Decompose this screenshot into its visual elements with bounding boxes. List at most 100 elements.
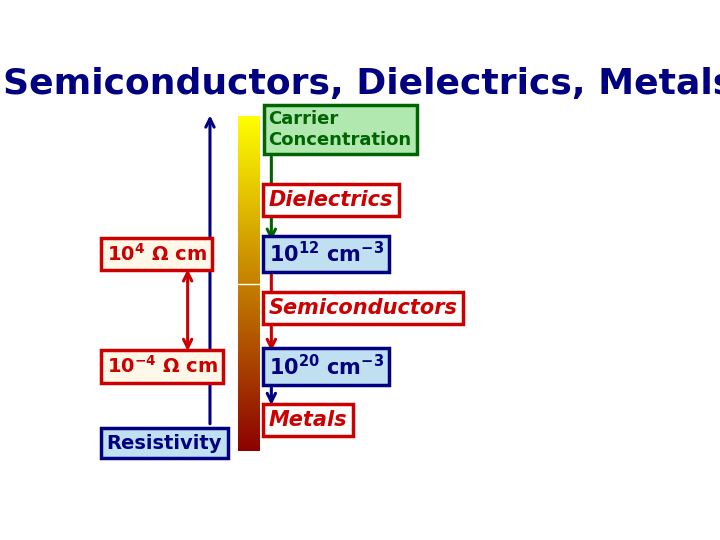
- Bar: [238, 130, 260, 131]
- Bar: [238, 142, 260, 144]
- Bar: [238, 195, 260, 197]
- Bar: [238, 282, 260, 284]
- Bar: [238, 225, 260, 226]
- Bar: [238, 262, 260, 264]
- Bar: [238, 166, 260, 168]
- Bar: [238, 321, 260, 322]
- Bar: [238, 374, 260, 376]
- Bar: [238, 344, 260, 346]
- Bar: [238, 308, 260, 310]
- Bar: [238, 277, 260, 279]
- Bar: [238, 446, 260, 447]
- Bar: [238, 255, 260, 256]
- Bar: [238, 249, 260, 251]
- Bar: [238, 397, 260, 399]
- Bar: [238, 258, 260, 260]
- Text: Semiconductors, Dielectrics, Metals: Semiconductors, Dielectrics, Metals: [4, 66, 720, 100]
- Bar: [238, 192, 260, 194]
- Bar: [238, 412, 260, 414]
- Bar: [238, 350, 260, 352]
- Text: $\mathbf{10^{-4}}$ $\mathbf{\Omega}$ $\mathbf{cm}$: $\mathbf{10^{-4}}$ $\mathbf{\Omega}$ $\m…: [107, 355, 218, 377]
- Bar: [238, 447, 260, 448]
- Bar: [238, 226, 260, 227]
- Bar: [238, 414, 260, 416]
- Bar: [238, 316, 260, 318]
- Bar: [238, 202, 260, 204]
- Bar: [238, 251, 260, 253]
- Bar: [238, 222, 260, 224]
- Bar: [238, 208, 260, 210]
- Bar: [238, 373, 260, 375]
- Bar: [238, 156, 260, 157]
- Bar: [238, 241, 260, 243]
- Bar: [238, 315, 260, 316]
- Bar: [238, 207, 260, 208]
- Bar: [238, 366, 260, 368]
- Bar: [238, 211, 260, 213]
- Bar: [238, 219, 260, 220]
- Bar: [238, 148, 260, 150]
- Bar: [238, 245, 260, 246]
- Bar: [238, 165, 260, 167]
- Bar: [238, 179, 260, 180]
- Bar: [238, 338, 260, 339]
- Bar: [238, 408, 260, 409]
- Bar: [238, 400, 260, 401]
- Bar: [238, 440, 260, 442]
- Bar: [238, 418, 260, 420]
- Bar: [238, 163, 260, 165]
- Bar: [238, 206, 260, 207]
- Bar: [238, 144, 260, 146]
- Bar: [238, 133, 260, 134]
- Bar: [238, 416, 260, 418]
- Bar: [238, 431, 260, 433]
- Bar: [238, 126, 260, 128]
- Bar: [238, 430, 260, 431]
- Bar: [238, 332, 260, 333]
- Bar: [238, 406, 260, 407]
- Bar: [238, 205, 260, 206]
- Bar: [238, 348, 260, 350]
- Bar: [238, 170, 260, 171]
- Bar: [238, 121, 260, 123]
- Text: $\mathbf{10^{4}}$ $\mathbf{\Omega}$ $\mathbf{cm}$: $\mathbf{10^{4}}$ $\mathbf{\Omega}$ $\ma…: [107, 243, 207, 265]
- Bar: [238, 191, 260, 193]
- Bar: [238, 340, 260, 341]
- Bar: [238, 309, 260, 311]
- Bar: [238, 154, 260, 156]
- Bar: [238, 401, 260, 402]
- Bar: [238, 162, 260, 164]
- Bar: [238, 301, 260, 303]
- Bar: [238, 269, 260, 271]
- Bar: [238, 318, 260, 320]
- Bar: [238, 125, 260, 127]
- Bar: [238, 134, 260, 136]
- Bar: [238, 230, 260, 232]
- Bar: [238, 352, 260, 353]
- Bar: [238, 141, 260, 143]
- Bar: [238, 286, 260, 287]
- Bar: [238, 390, 260, 392]
- Bar: [238, 383, 260, 384]
- Text: $\mathbf{10^{20}}$ $\mathbf{cm^{-3}}$: $\mathbf{10^{20}}$ $\mathbf{cm^{-3}}$: [269, 354, 384, 379]
- Bar: [238, 320, 260, 321]
- Bar: [238, 234, 260, 236]
- Bar: [238, 236, 260, 237]
- Bar: [238, 250, 260, 252]
- Bar: [238, 347, 260, 349]
- Bar: [238, 164, 260, 166]
- Text: Dielectrics: Dielectrics: [269, 190, 393, 210]
- Bar: [238, 227, 260, 228]
- Bar: [238, 131, 260, 132]
- Bar: [238, 151, 260, 152]
- Bar: [238, 168, 260, 169]
- Bar: [238, 324, 260, 326]
- Bar: [238, 407, 260, 408]
- Bar: [238, 183, 260, 185]
- Bar: [238, 402, 260, 403]
- Bar: [238, 379, 260, 380]
- Bar: [238, 273, 260, 274]
- Bar: [238, 153, 260, 154]
- Bar: [238, 152, 260, 153]
- Bar: [238, 268, 260, 269]
